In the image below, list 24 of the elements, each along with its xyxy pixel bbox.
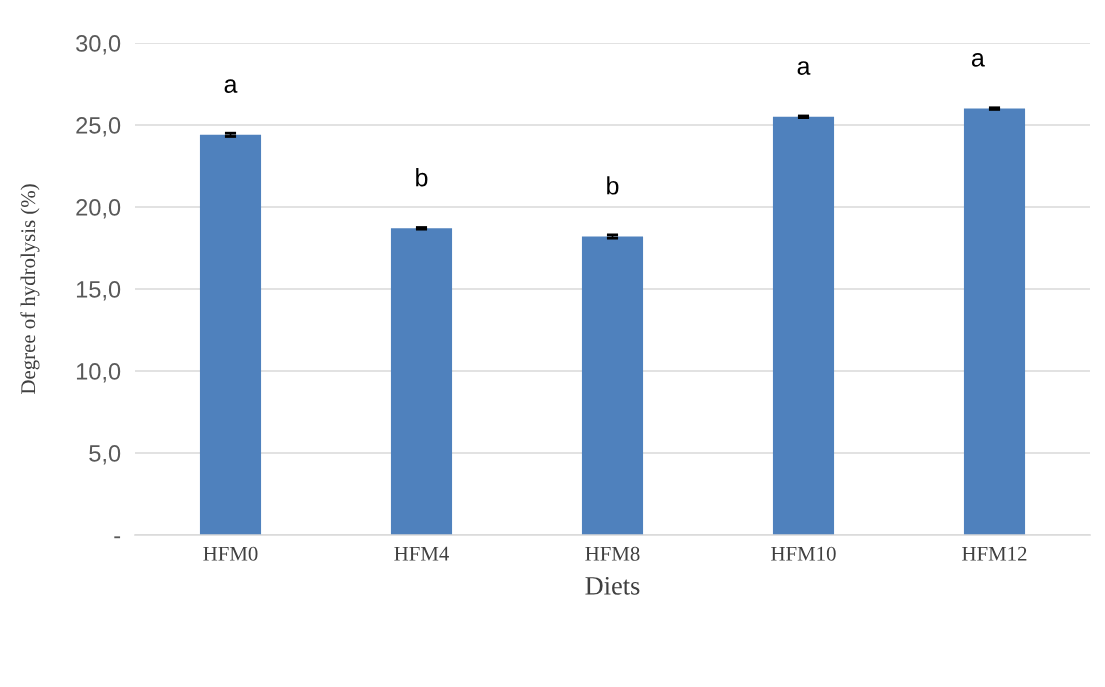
x-tick-label: HFM12: [962, 546, 1027, 561]
bar: [199, 134, 262, 535]
bar: [963, 108, 1026, 535]
y-tick-label: 30,0: [76, 35, 121, 55]
bar: [581, 236, 644, 535]
annotation: a: [797, 61, 811, 75]
y-tick-label: -: [114, 536, 121, 539]
y-tick-label: 25,0: [76, 117, 121, 137]
x-tick-label: HFM4: [394, 546, 449, 561]
y-tick-label: 15,0: [76, 281, 121, 301]
annotation: b: [607, 176, 619, 195]
annotation: a: [971, 53, 985, 67]
y-tick-label: 20,0: [76, 199, 121, 219]
y-tick-label: 5,0: [89, 445, 121, 465]
annotation: b: [416, 168, 428, 187]
y-axis-title: Degree of hydrolysis (%): [20, 184, 40, 394]
x-tick-label: HFM8: [585, 546, 640, 561]
annotation: a: [224, 79, 238, 93]
bar: [390, 228, 453, 535]
x-axis-title: Diets: [585, 576, 640, 595]
bar: [772, 116, 835, 535]
x-tick-label: HFM0: [203, 546, 258, 561]
x-tick-label: HFM10: [771, 546, 836, 561]
y-tick-label: 10,0: [76, 363, 121, 383]
